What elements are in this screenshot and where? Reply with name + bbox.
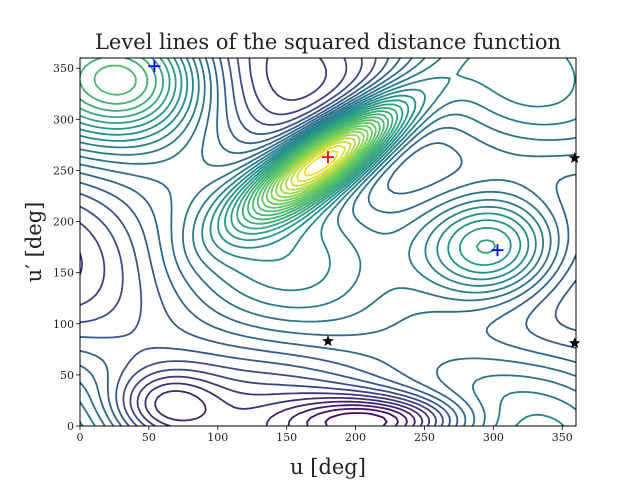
contour-level-line <box>80 58 437 426</box>
contour-level-line <box>80 58 444 426</box>
contour-level-line <box>154 390 416 426</box>
x-tick-label: 200 <box>345 431 366 444</box>
contour-level-line <box>80 58 431 426</box>
x-tick-label: 250 <box>414 431 435 444</box>
contour-level-line <box>303 150 339 177</box>
contour-level-line <box>80 58 530 281</box>
contour-level-line <box>290 140 352 187</box>
contour-level-line <box>80 58 576 426</box>
black-star-marker <box>322 335 334 347</box>
contour-level-line <box>80 58 399 230</box>
black-star-marker <box>568 337 581 349</box>
contour-level-line <box>80 58 390 221</box>
contour-level-line <box>80 58 512 266</box>
y-tick-label: 50 <box>60 369 74 382</box>
red-plus-marker <box>322 151 334 164</box>
contour-level-line <box>256 119 381 213</box>
contour-lines <box>80 58 576 426</box>
contour-level-line <box>287 404 408 426</box>
blue-plus-marker <box>148 60 161 73</box>
contour-level-line <box>261 122 377 209</box>
x-tick-label: 150 <box>276 431 297 444</box>
y-tick-label: 250 <box>53 164 74 177</box>
contour-level-line <box>80 58 576 426</box>
y-tick-label: 200 <box>53 216 74 229</box>
contour-level-line <box>284 137 357 191</box>
contour-level-line <box>80 58 576 426</box>
x-axis-ticks: 0 50 100 150 200 250 300 350 <box>77 426 573 444</box>
y-tick-label: 0 <box>67 420 74 433</box>
y-tick-label: 350 <box>53 62 74 75</box>
contour-level-line <box>279 134 361 195</box>
contour-level-line <box>144 382 424 426</box>
blue-plus-marker <box>491 244 504 257</box>
x-tick-label: 100 <box>207 431 228 444</box>
black-star-marker <box>568 152 581 164</box>
contour-level-line <box>296 144 346 183</box>
contour-level-line <box>80 58 522 274</box>
x-tick-label: 350 <box>552 431 573 444</box>
y-tick-label: 300 <box>53 113 74 126</box>
plot-frame <box>79 57 577 427</box>
x-tick-label: 0 <box>77 431 84 444</box>
contour-level-line <box>80 58 394 225</box>
contour-level-line <box>93 64 385 217</box>
markers <box>148 60 581 349</box>
contour-level-line <box>265 125 373 206</box>
contour-level-line <box>80 58 576 426</box>
x-tick-label: 300 <box>483 431 504 444</box>
contour-level-line <box>80 58 576 426</box>
contour-level-line <box>270 127 369 202</box>
contour-level-line <box>80 58 576 426</box>
y-tick-label: 150 <box>53 267 74 280</box>
contour-level-line <box>80 58 496 254</box>
y-axis-label: u′ [deg] <box>22 202 46 283</box>
contour-level-line <box>80 58 576 426</box>
x-axis-label: u [deg] <box>290 455 366 479</box>
x-tick-label: 50 <box>142 431 156 444</box>
y-tick-label: 100 <box>53 318 74 331</box>
contour-level-line <box>306 407 399 426</box>
chart-title: Level lines of the squared distance func… <box>95 30 561 54</box>
y-axis-ticks: 0 50 100 150 200 250 300 350 <box>53 62 80 433</box>
contour-level-line <box>324 412 388 426</box>
contour-level-line <box>275 130 365 199</box>
